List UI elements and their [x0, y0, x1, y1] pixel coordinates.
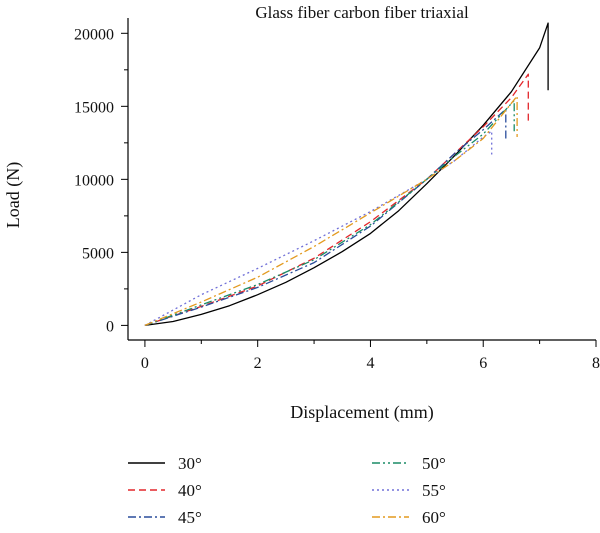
series-line-5	[144, 130, 493, 326]
series-line-6	[144, 95, 518, 327]
y-tick-label: 0	[106, 318, 114, 335]
legend-label-1: 30°	[178, 454, 202, 473]
x-tick-label: 0	[141, 355, 149, 372]
x-tick-label: 6	[479, 355, 487, 372]
plot-area	[144, 22, 549, 327]
y-tick-label: 5000	[82, 245, 114, 262]
y-tick-label: 15000	[74, 99, 114, 116]
legend-label-4: 50°	[422, 454, 446, 473]
series-line-2	[144, 73, 529, 327]
series-line-3	[144, 108, 507, 327]
x-tick-label: 8	[592, 355, 600, 372]
legend-label-2: 40°	[178, 481, 202, 500]
legend-label-3: 45°	[178, 508, 202, 527]
y-axis-label: Load (N)	[3, 162, 24, 228]
legend-label-6: 60°	[422, 508, 446, 527]
series-line-4	[144, 99, 515, 327]
series-line-1	[144, 22, 549, 327]
y-axis: 0 5000 10000 15000 20000	[74, 18, 129, 340]
legend-label-5: 55°	[422, 481, 446, 500]
x-tick-label: 2	[254, 355, 262, 372]
x-axis: 0 2 4 6 8	[128, 339, 600, 372]
x-axis-label: Displacement (mm)	[290, 402, 433, 423]
x-tick-label: 4	[366, 355, 374, 372]
y-tick-label: 20000	[74, 26, 114, 43]
chart-title: Glass fiber carbon fiber triaxial	[255, 3, 469, 22]
y-tick-label: 10000	[74, 172, 114, 189]
legend: 30° 40° 45° 50° 55° 60°	[128, 454, 446, 527]
